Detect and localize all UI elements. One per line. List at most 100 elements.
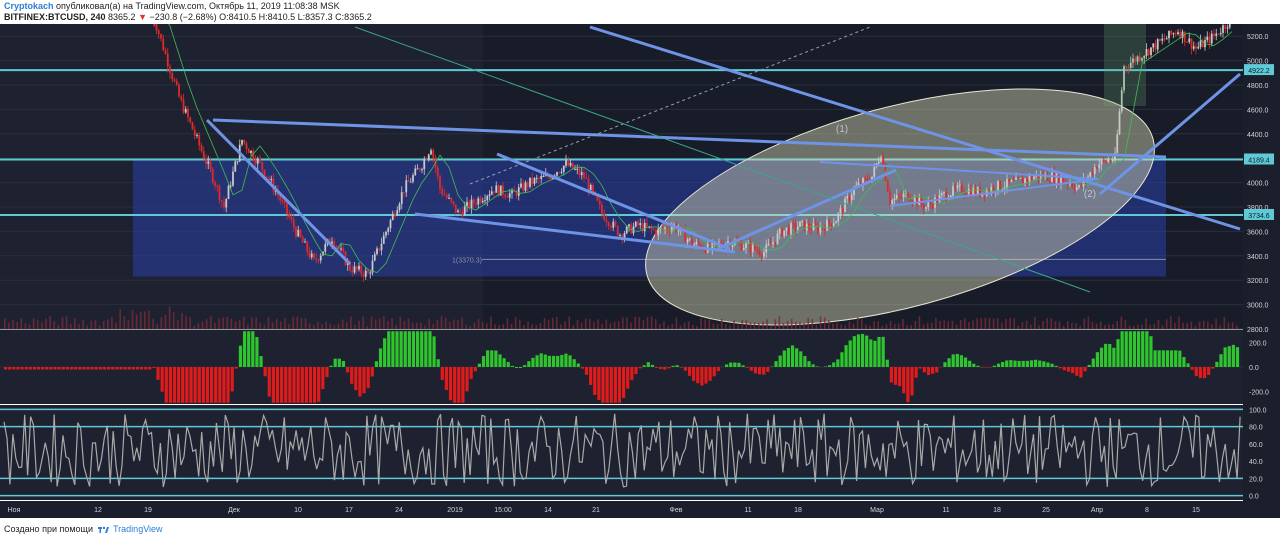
oscillator-tick-label: 40.0 <box>1249 459 1263 466</box>
volume-bar <box>61 316 64 329</box>
momentum-bar <box>275 367 280 403</box>
momentum-bar <box>251 331 255 367</box>
volume-bar <box>473 322 476 329</box>
volume-bar <box>963 317 966 329</box>
volume-bar <box>1104 325 1106 329</box>
candle <box>1006 179 1008 188</box>
price-tick-label: 3000.0 <box>1247 303 1269 310</box>
volume-bar <box>12 319 14 329</box>
volume-bar <box>168 306 171 329</box>
candle <box>542 175 545 177</box>
candle <box>886 180 889 193</box>
momentum-bar <box>152 367 156 368</box>
candle <box>533 178 536 184</box>
momentum-bar <box>877 336 881 367</box>
candle <box>385 231 387 236</box>
candle <box>571 162 574 170</box>
candle <box>281 200 284 202</box>
volume-bar <box>898 323 900 329</box>
momentum-bar <box>914 367 918 378</box>
momentum-bar <box>177 367 181 403</box>
candle <box>373 254 376 261</box>
candle <box>769 243 772 245</box>
momentum-bar <box>823 366 828 367</box>
candle <box>997 181 999 192</box>
candle <box>380 243 383 251</box>
volume-bar <box>988 318 991 329</box>
candle <box>443 194 446 196</box>
candle <box>814 223 817 226</box>
momentum-bar <box>267 367 271 397</box>
volume-bar <box>630 322 632 329</box>
momentum-bar <box>325 367 329 378</box>
candle <box>751 244 754 252</box>
candle <box>958 184 961 186</box>
momentum-bar <box>300 367 304 403</box>
momentum-bar <box>976 365 980 367</box>
trend-line-upper <box>819 161 1099 180</box>
candle <box>740 242 743 251</box>
candle <box>643 222 646 232</box>
candle <box>400 192 403 204</box>
volume-bar <box>584 318 587 329</box>
volume-bar <box>1182 322 1184 329</box>
candle <box>468 201 471 209</box>
volume-bar <box>8 322 10 329</box>
candle <box>1060 177 1062 185</box>
candle <box>225 198 228 208</box>
candle <box>198 134 201 146</box>
volume-bar <box>836 322 838 329</box>
time-tick-label: 18 <box>794 507 802 514</box>
volume-bar <box>1021 321 1024 329</box>
momentum-bar <box>1104 343 1108 367</box>
candle <box>355 266 358 270</box>
candle <box>430 150 432 155</box>
candle <box>823 228 826 231</box>
candle <box>1008 179 1011 182</box>
volume-bar <box>461 317 463 329</box>
volume-bar <box>778 316 781 329</box>
tradingview-link[interactable]: TradingView <box>113 524 163 534</box>
candle <box>961 184 963 193</box>
momentum-bar <box>494 350 498 367</box>
volume-bar <box>860 318 863 329</box>
candle <box>301 237 304 243</box>
candle <box>943 192 945 194</box>
volume-bar <box>992 318 995 329</box>
volume-bar <box>671 324 674 329</box>
volume-bar <box>675 317 678 329</box>
candle <box>1116 134 1119 153</box>
oscillator-tick-label: 20.0 <box>1249 476 1263 483</box>
candle <box>371 260 374 273</box>
momentum-bar <box>506 362 510 367</box>
momentum-bar <box>69 367 74 370</box>
volume-bar <box>889 321 892 329</box>
momentum-bar <box>341 361 346 367</box>
momentum-bar <box>1194 367 1198 377</box>
candle <box>695 241 698 245</box>
candle <box>292 219 295 228</box>
candle <box>349 261 351 271</box>
momentum-bar <box>292 367 296 403</box>
price-chart[interactable]: 1(3370.3) (1) (2) 5200.0 5000.0 4800.0 4600.0 4… <box>0 24 1280 518</box>
candle <box>324 243 327 252</box>
volume-bar <box>300 317 303 329</box>
candle <box>531 177 534 184</box>
volume-bar <box>865 324 867 329</box>
volume-bar <box>123 316 126 329</box>
volume-bar <box>601 324 603 329</box>
candle <box>216 185 219 187</box>
volume-bar <box>16 322 18 329</box>
candle <box>990 187 993 193</box>
candle <box>389 219 392 229</box>
momentum-bar <box>617 367 622 403</box>
candle <box>209 161 212 170</box>
candle <box>180 96 183 100</box>
time-tick-label: 12 <box>94 507 102 514</box>
candle <box>463 206 466 216</box>
candle <box>583 172 585 178</box>
author-name[interactable]: Cryptokach <box>4 1 54 11</box>
candle <box>612 221 615 228</box>
candle <box>236 161 239 163</box>
volume-bar <box>247 324 249 329</box>
